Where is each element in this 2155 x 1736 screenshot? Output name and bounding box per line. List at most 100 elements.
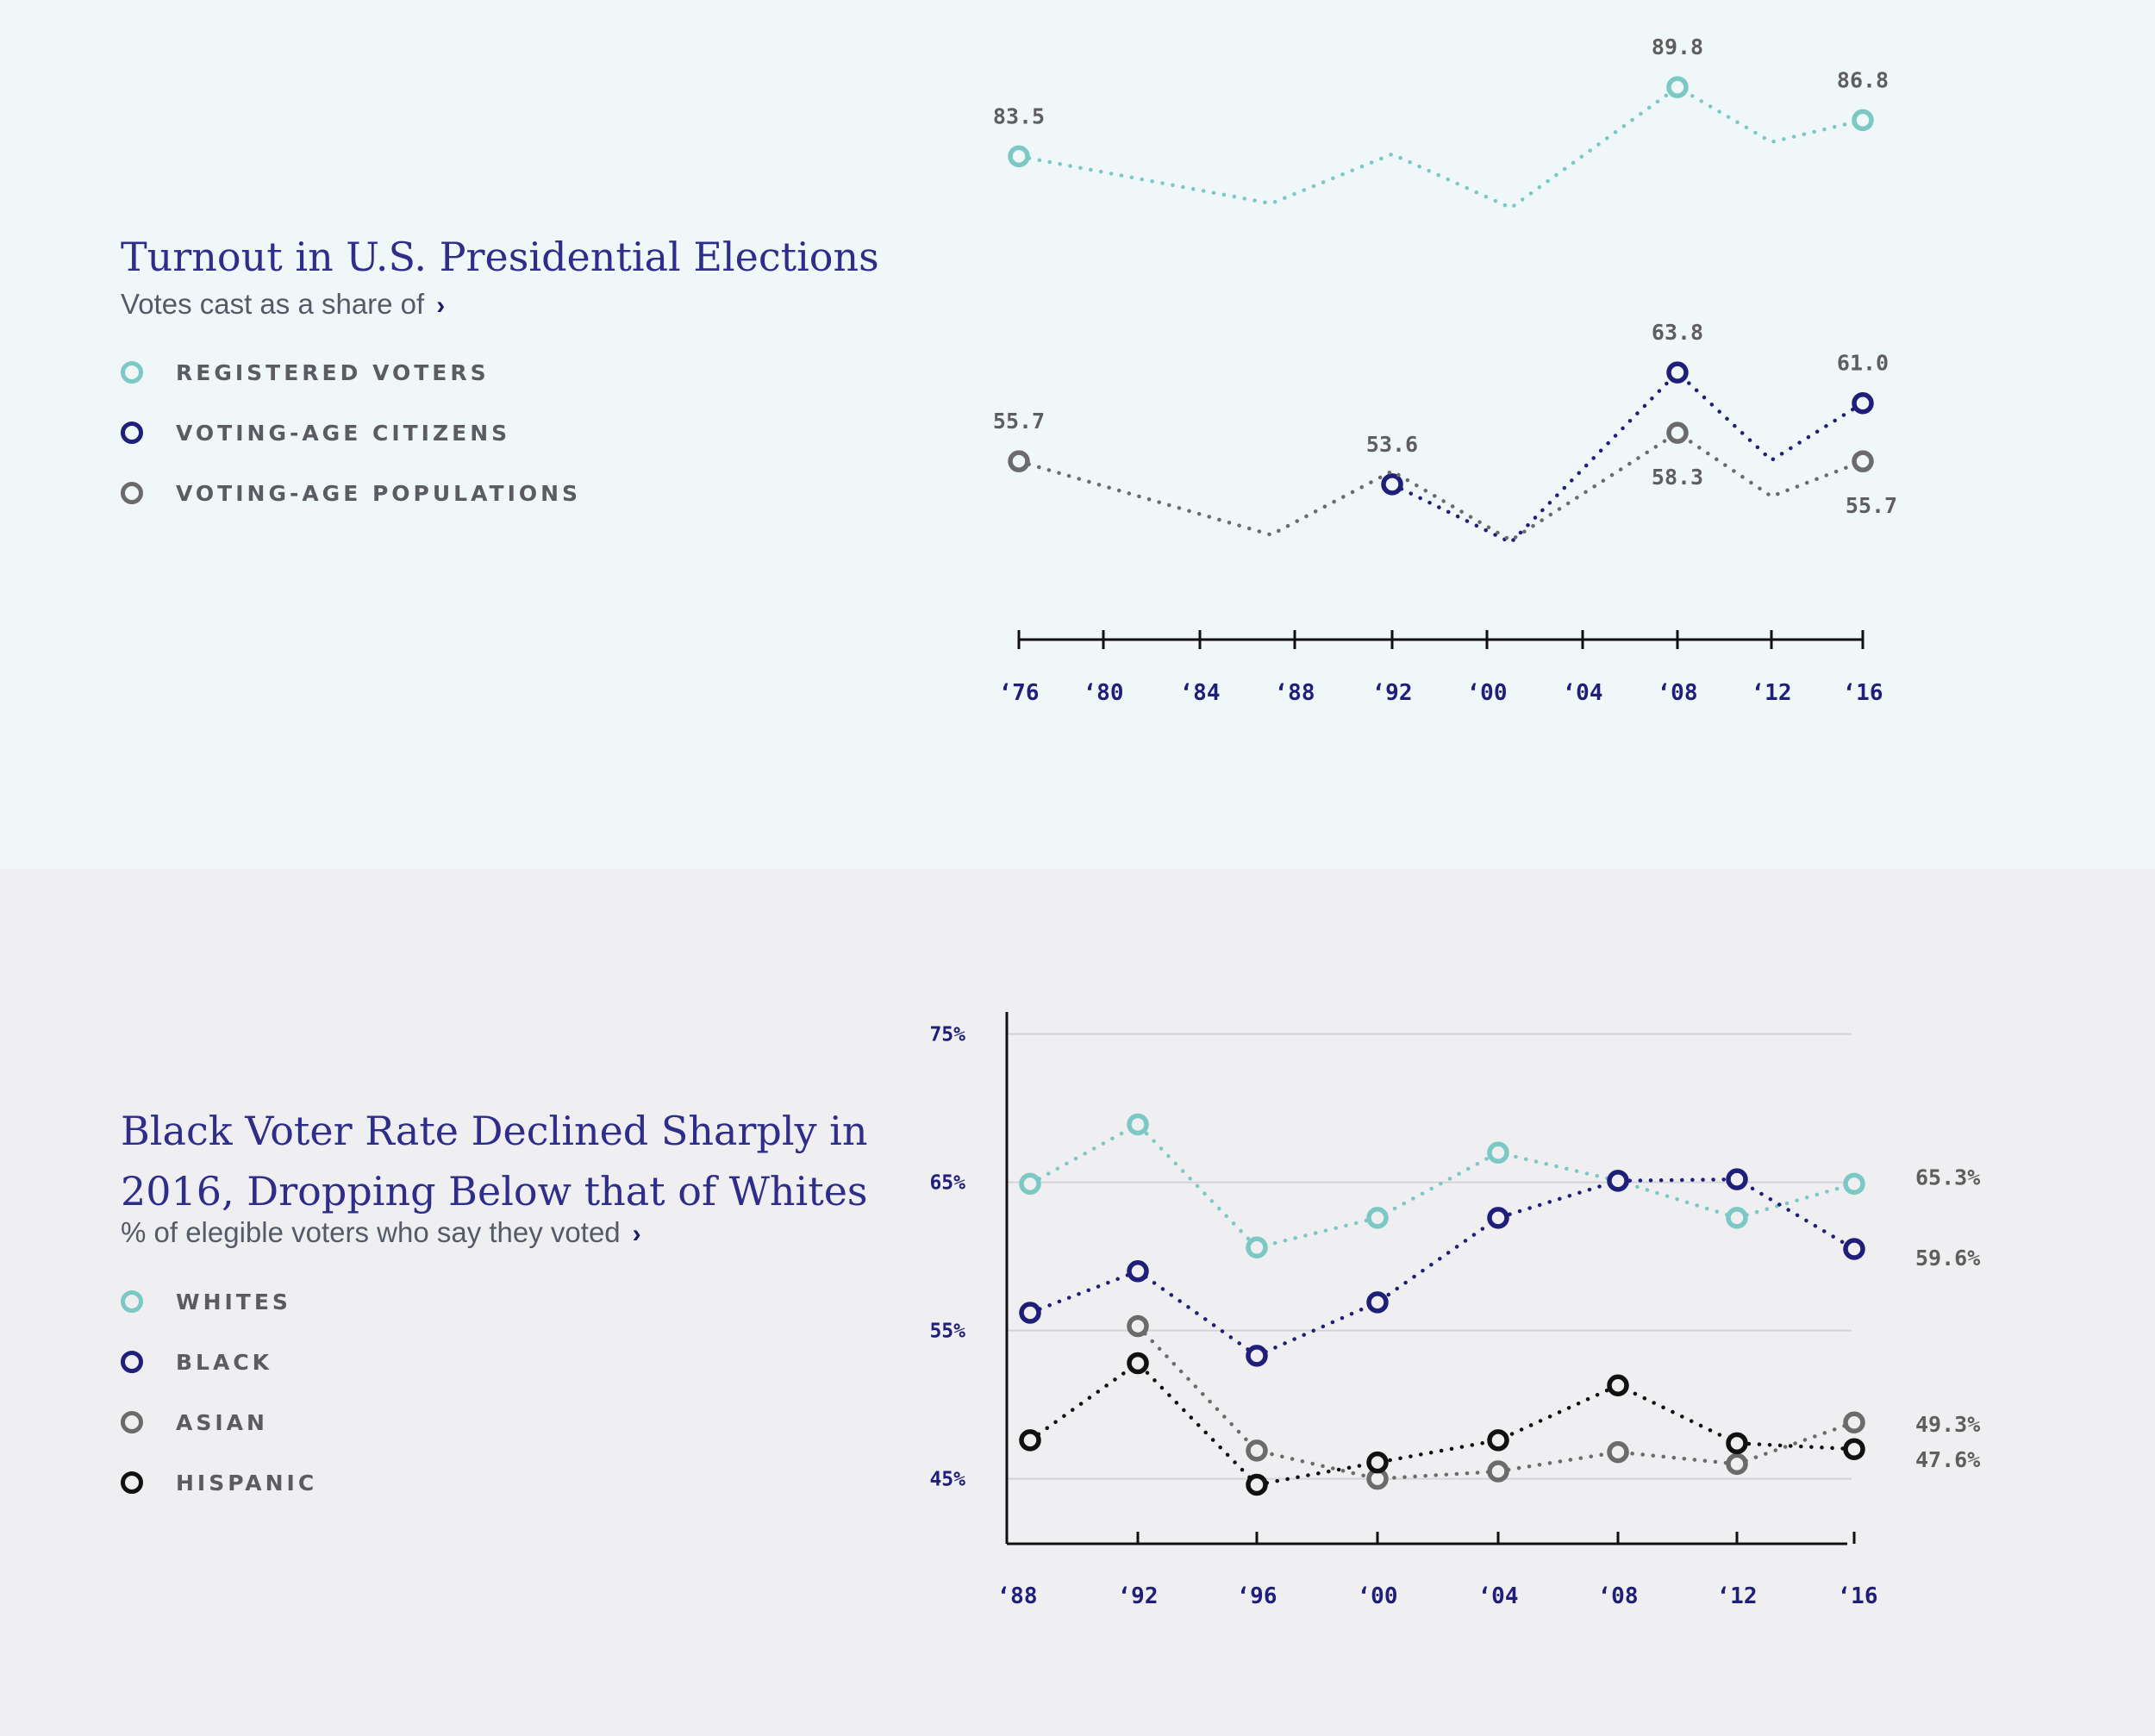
legend-item-voting-age-populations: VOTING-AGE POPULATIONS (121, 463, 581, 523)
chevron-right-icon[interactable]: › (436, 291, 446, 320)
x-tick-label-00: ‘00 (1358, 1583, 1398, 1609)
legend-label: VOTING-AGE CITIZENS (176, 420, 511, 446)
data-point-asian-96 (1246, 1439, 1268, 1462)
data-label-registered-voters-1976: 83.5 (993, 103, 1045, 128)
data-label-registered-voters-2008: 89.8 (1652, 34, 1703, 59)
turnout-subtitle-text: Votes cast as a share of (121, 288, 425, 320)
navy-ring-icon (121, 422, 143, 444)
series-line-voting-age-citizens (1390, 369, 1865, 546)
data-point-voting-age-populations-2008 (1666, 422, 1689, 444)
end-label-asian: 49.3% (1915, 1412, 1980, 1437)
data-point-hispanic-00 (1366, 1451, 1389, 1474)
data-point-asian-16 (1843, 1411, 1865, 1433)
black-voter-title-line1: Black Voter Rate Declined Sharply in (121, 1108, 868, 1154)
series-line-asian (1135, 1324, 1857, 1481)
data-point-registered-voters-1976 (1008, 145, 1030, 168)
data-point-hispanic-16 (1843, 1438, 1865, 1460)
legend-label: WHITES (176, 1289, 291, 1314)
y-tick-label-55: 55% (929, 1321, 965, 1343)
y-tick-label-65: 65% (929, 1172, 965, 1195)
x-tick-label-92: ‘92 (1372, 680, 1413, 706)
chevron-right-icon[interactable]: › (632, 1220, 641, 1248)
series-line-voting-age-populations (1016, 430, 1865, 543)
black-voter-subtitle-text: % of elegible voters who say they voted (121, 1216, 621, 1248)
black-voter-title: Black Voter Rate Declined Sharply in 201… (121, 1101, 868, 1221)
end-label-black: 59.6% (1915, 1246, 1980, 1271)
data-point-voting-age-citizens-2008 (1666, 361, 1689, 384)
turnout-subtitle[interactable]: Votes cast as a share of › (121, 288, 445, 321)
data-point-whites-96 (1246, 1236, 1268, 1259)
data-point-black-16 (1843, 1238, 1865, 1260)
x-tick-label-04: ‘04 (1478, 1583, 1519, 1609)
data-point-black-88 (1019, 1302, 1041, 1324)
data-point-hispanic-96 (1246, 1473, 1268, 1496)
turnout-panel: Turnout in U.S. Presidential Elections V… (0, 0, 2155, 869)
legend-item-voting-age-citizens: VOTING-AGE CITIZENS (121, 403, 581, 463)
legend-item-whites: WHITES (121, 1271, 317, 1332)
data-point-asian-08 (1607, 1440, 1629, 1464)
x-tick-label-00: ‘00 (1467, 680, 1508, 706)
legend-label: BLACK (176, 1349, 273, 1375)
x-tick-label-08: ‘08 (1658, 680, 1698, 706)
gray-ring-icon (121, 1411, 143, 1433)
data-point-registered-voters-2016 (1852, 109, 1874, 132)
x-tick-label-96: ‘96 (1237, 1583, 1277, 1609)
data-point-hispanic-92 (1127, 1352, 1149, 1375)
end-label-hispanic: 47.6% (1915, 1447, 1980, 1472)
legend-item-asian: ASIAN (121, 1392, 317, 1452)
y-tick-label-45: 45% (929, 1469, 965, 1491)
black-voter-line-chart: 45% 55% 65% 75% ‘88 ‘92 ‘96 ‘00 ‘04 ‘08 ‘12 ‘16 65.3… (929, 1012, 1980, 1609)
x-tick-label-80: ‘80 (1084, 680, 1124, 706)
turnout-line-chart: ‘76 ‘80 ‘84 ‘88 ‘92 ‘00 ‘04 ‘08 ‘12 ‘16 83.5 89.8 86… (993, 34, 1897, 706)
y-tick-label-75: 75% (929, 1024, 965, 1046)
data-point-voting-age-populations-2016 (1852, 450, 1874, 472)
data-point-black-12 (1726, 1168, 1748, 1190)
data-point-asian-92 (1127, 1314, 1149, 1338)
legend-item-black: BLACK (121, 1332, 317, 1392)
data-label-voting-age-citizens-2008: 63.8 (1652, 320, 1703, 345)
turnout-legend: REGISTERED VOTERS VOTING-AGE CITIZENS VO… (121, 342, 581, 523)
series-line-registered-voters (1016, 84, 1865, 210)
series-line-whites (1028, 1121, 1857, 1250)
x-tick-label-84: ‘84 (1180, 680, 1221, 706)
data-point-whites-00 (1366, 1207, 1389, 1229)
turnout-title: Turnout in U.S. Presidential Elections (121, 234, 879, 280)
x-tick-label-16: ‘16 (1843, 680, 1883, 706)
x-tick-label-76: ‘76 (999, 680, 1040, 706)
x-tick-label-04: ‘04 (1563, 680, 1603, 706)
black-voter-panel: Black Voter Rate Declined Sharply in 201… (0, 869, 2155, 1736)
teal-ring-icon (121, 361, 143, 384)
data-point-black-96 (1246, 1345, 1268, 1367)
data-point-black-08 (1607, 1170, 1629, 1192)
black-ring-icon (121, 1471, 143, 1494)
data-label-voting-age-citizens-2016: 61.0 (1837, 351, 1889, 376)
x-tick-label-88: ‘88 (997, 1583, 1038, 1609)
x-tick-label-12: ‘12 (1752, 680, 1792, 706)
legend-item-hispanic: HISPANIC (121, 1452, 317, 1513)
series-line-black (1028, 1177, 1857, 1358)
data-point-voting-age-populations-1976 (1008, 450, 1030, 472)
data-point-hispanic-88 (1019, 1429, 1041, 1452)
data-point-asian-12 (1726, 1452, 1748, 1476)
legend-item-registered-voters: REGISTERED VOTERS (121, 342, 581, 403)
data-label-voting-age-populations-2016: 55.7 (1846, 493, 1897, 518)
black-voter-subtitle[interactable]: % of elegible voters who say they voted › (121, 1216, 641, 1249)
gray-ring-icon (121, 482, 143, 504)
x-tick-label-16: ‘16 (1838, 1583, 1878, 1609)
data-point-voting-age-citizens-1992 (1381, 473, 1403, 496)
legend-label: ASIAN (176, 1409, 268, 1435)
legend-label: VOTING-AGE POPULATIONS (176, 480, 582, 506)
data-label-voting-age-citizens-1992: 53.6 (1366, 432, 1418, 457)
x-tick-label-92: ‘92 (1118, 1583, 1159, 1609)
data-point-black-92 (1127, 1260, 1149, 1283)
legend-label: REGISTERED VOTERS (176, 359, 490, 385)
data-point-whites-16 (1843, 1172, 1865, 1196)
data-point-black-00 (1366, 1291, 1389, 1314)
data-point-hispanic-08 (1607, 1374, 1629, 1396)
x-tick-label-08: ‘08 (1598, 1583, 1639, 1609)
legend-label: HISPANIC (176, 1470, 318, 1496)
data-point-whites-12 (1726, 1207, 1748, 1229)
data-point-hispanic-04 (1487, 1429, 1509, 1452)
data-label-voting-age-populations-2008: 58.3 (1652, 465, 1703, 490)
black-voter-legend: WHITES BLACK ASIAN HISPANIC (121, 1271, 317, 1513)
